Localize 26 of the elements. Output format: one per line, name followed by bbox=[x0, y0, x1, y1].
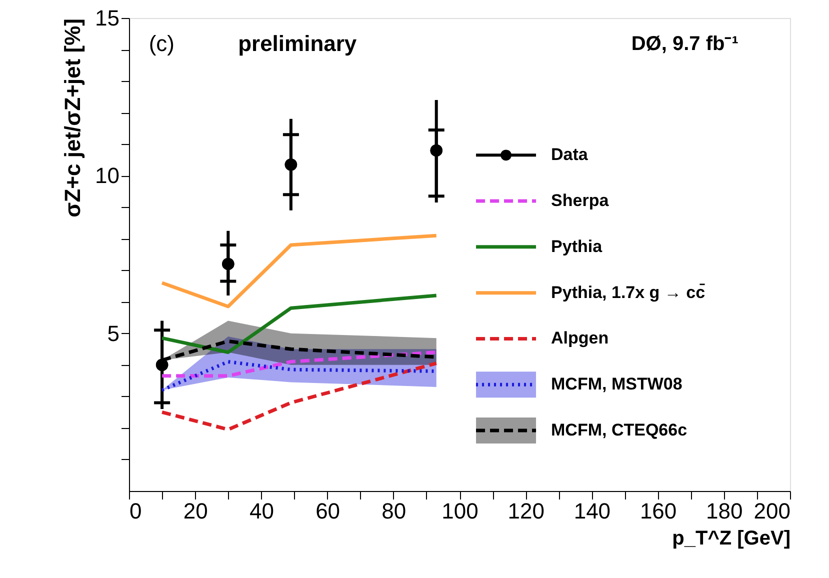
y-tick-label: 5 bbox=[107, 320, 120, 346]
legend-label: Sherpa bbox=[551, 191, 610, 210]
x-tick-label: 120 bbox=[508, 498, 544, 524]
x-tick-label: 20 bbox=[183, 498, 208, 524]
x-tick-label: 80 bbox=[382, 498, 406, 524]
y-tick-label: 15 bbox=[95, 6, 120, 30]
x-tick-label: 100 bbox=[442, 498, 478, 524]
x-tick-label: 200 bbox=[754, 498, 790, 524]
annotation: DØ, 9.7 fb⁻¹ bbox=[631, 33, 739, 56]
x-tick-label: 40 bbox=[249, 498, 274, 524]
x-tick-label: 0 bbox=[130, 498, 142, 524]
legend-label: Pythia, 1.7x g → cc̄ bbox=[551, 282, 706, 302]
y-axis-title: σZ+c jet/σZ+jet [%] bbox=[60, 18, 86, 218]
annotation: (c) bbox=[148, 31, 174, 56]
x-tick-label: 60 bbox=[316, 498, 340, 524]
legend-label: Alpgen bbox=[551, 328, 609, 348]
annotation: preliminary bbox=[238, 31, 358, 56]
legend-label: Pythia bbox=[551, 236, 603, 256]
x-tick-label: 160 bbox=[640, 498, 677, 524]
y-tick-label: 10 bbox=[95, 163, 120, 188]
legend-label: MCFM, CTEQ66c bbox=[551, 420, 688, 440]
x-tick-label: 180 bbox=[706, 498, 743, 524]
x-axis-title: p_T^Z [GeV] bbox=[672, 528, 790, 550]
legend-label: MCFM, MSTW08 bbox=[551, 374, 682, 394]
legend-label: Data bbox=[551, 145, 588, 164]
x-tick-label: 140 bbox=[574, 498, 611, 524]
